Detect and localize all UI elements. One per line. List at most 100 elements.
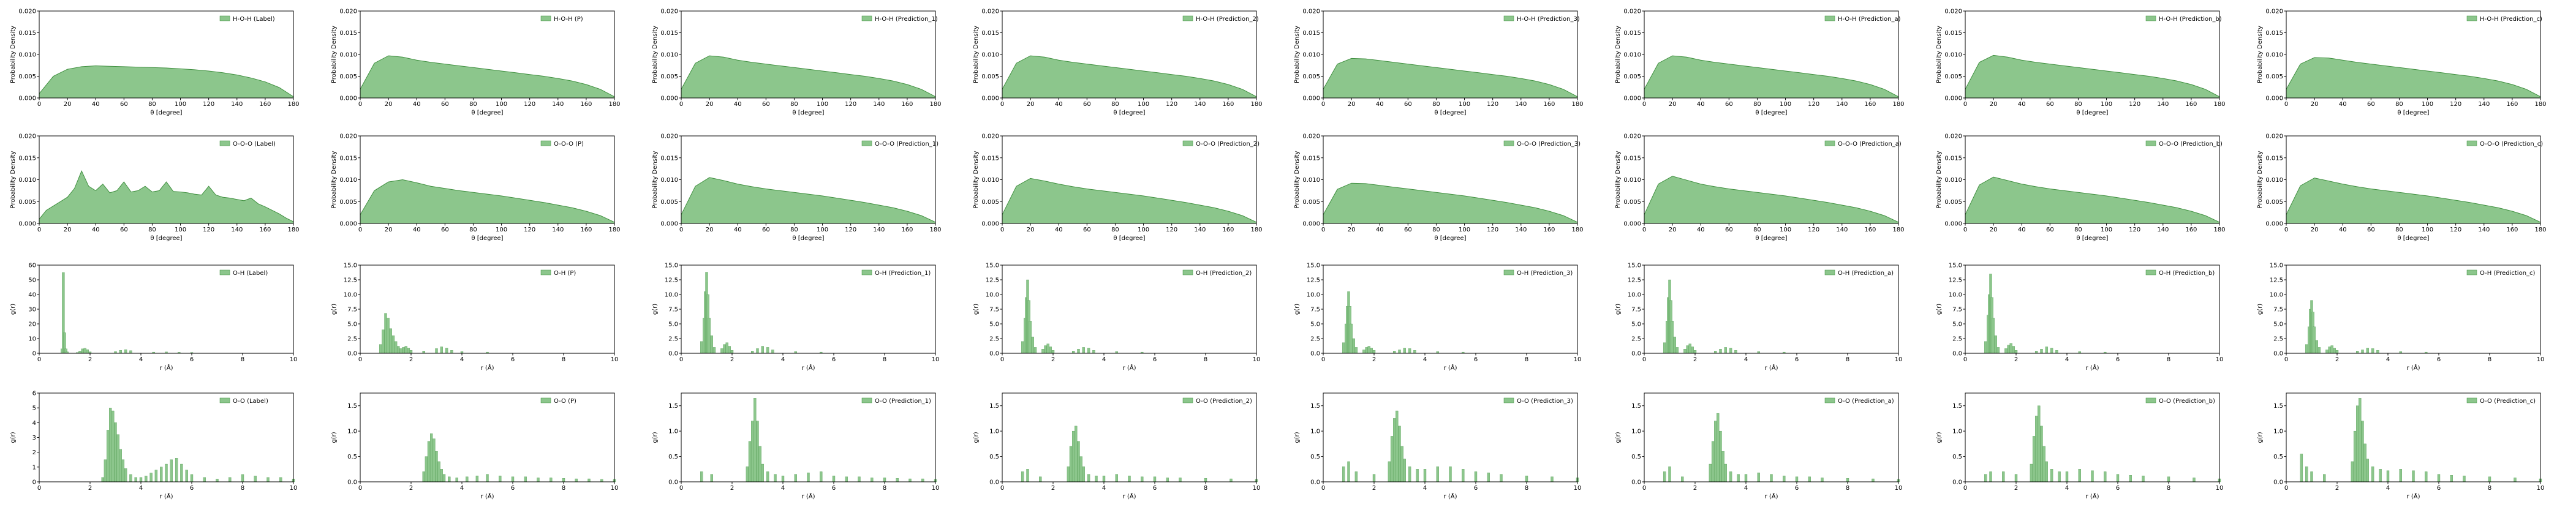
histogram-bar — [2002, 471, 2005, 482]
axes-frame — [1965, 264, 2220, 354]
x-tick-label: 160 — [2185, 227, 2197, 233]
histogram-bar — [2129, 475, 2132, 482]
y-tick-label: 1.5 — [668, 403, 678, 410]
y-tick-label: 0.010 — [1623, 177, 1641, 184]
histogram-bar — [1079, 456, 1082, 482]
y-tick-label: 0.0 — [2273, 351, 2283, 358]
y-tick-label: 0.000 — [1302, 221, 1320, 228]
y-axis-label: g(r) — [331, 432, 338, 443]
x-tick-label: 2 — [1372, 485, 1376, 492]
x-tick-label: 2 — [409, 356, 413, 363]
density-area — [1644, 176, 1898, 223]
histogram-bar — [1398, 350, 1401, 354]
x-tick-label: 0 — [679, 356, 683, 363]
legend-swatch — [2466, 15, 2477, 21]
histogram-bar — [1525, 475, 1528, 482]
x-axis-label: θ [degree] — [150, 110, 182, 116]
x-tick-label: 140 — [1836, 101, 1848, 108]
histogram-bar — [766, 347, 769, 354]
y-axis-label: Probability Density — [652, 26, 659, 83]
legend-swatch — [219, 15, 230, 21]
histogram-bar — [466, 476, 469, 482]
x-tick-label: 80 — [2395, 227, 2403, 233]
histogram-bar — [1039, 476, 1042, 482]
histogram-bar — [1721, 451, 1724, 482]
histogram-bar — [2315, 340, 2318, 354]
legend-label: O-H (Prediction_2) — [1196, 270, 1252, 277]
histogram-bar — [820, 471, 823, 482]
histogram-bar — [1347, 461, 1350, 482]
histogram-bar — [425, 456, 428, 482]
histogram-bar — [145, 476, 148, 482]
histogram-bar — [710, 336, 713, 354]
histogram-bar — [1092, 350, 1095, 354]
axes-frame — [2286, 392, 2541, 482]
histogram-bar — [2078, 469, 2081, 482]
histogram-bar — [2323, 474, 2326, 482]
x-tick-label: 160 — [1543, 227, 1555, 233]
histogram-bar — [1691, 347, 1694, 354]
legend-label: O-O (P) — [554, 398, 576, 405]
y-tick-label: 0.010 — [2265, 52, 2283, 59]
histogram-bar — [896, 478, 899, 482]
x-tick-label: 6 — [832, 356, 836, 363]
histogram-bar — [399, 348, 402, 354]
y-tick-label: 2.5 — [2273, 336, 2283, 343]
y-tick-label: 2.5 — [1952, 336, 1962, 343]
y-axis-label: g(r) — [1615, 432, 1622, 443]
histogram-bar — [1500, 474, 1503, 482]
x-tick-label: 0 — [1000, 227, 1004, 233]
y-tick-label: 0.020 — [1302, 9, 1320, 15]
x-tick-label: 80 — [2395, 101, 2403, 108]
y-tick-label: 0.000 — [339, 221, 357, 228]
histogram-bar — [1717, 413, 1720, 482]
x-tick-label: 60 — [441, 227, 449, 233]
density-area — [1323, 183, 1577, 223]
x-tick-label: 0 — [358, 356, 362, 363]
y-tick-label: 0.0 — [1631, 479, 1641, 486]
histogram-bar — [1403, 348, 1406, 354]
histogram-bar — [1423, 469, 1427, 482]
legend-swatch — [861, 397, 872, 403]
histogram-bar — [1396, 410, 1399, 482]
legend-label: O-O (Label) — [233, 398, 268, 405]
histogram-bar — [511, 476, 515, 482]
y-tick-label: 2 — [32, 449, 36, 456]
y-tick-label: 0.000 — [1944, 96, 1962, 102]
histogram-bar — [2330, 345, 2333, 354]
x-tick-label: 120 — [1487, 227, 1498, 233]
x-tick-label: 6 — [2437, 485, 2441, 492]
y-tick-label: 0.5 — [2273, 454, 2283, 460]
histogram-bar — [1072, 430, 1075, 482]
y-tick-label: 0.020 — [1944, 9, 1962, 15]
x-axis-label: r (Å) — [1123, 492, 1136, 500]
legend-swatch — [2145, 15, 2156, 21]
histogram-bar — [1029, 321, 1032, 354]
y-axis-label: g(r) — [1294, 304, 1301, 315]
histogram-bar — [2014, 350, 2018, 354]
x-tick-label: 0 — [358, 485, 362, 492]
y-tick-label: 0.005 — [660, 199, 678, 206]
histogram-bar — [404, 346, 407, 354]
histogram-bar — [203, 477, 206, 482]
histogram-bar — [379, 344, 382, 354]
y-tick-label: 0.000 — [2265, 221, 2283, 228]
histogram-bar — [2488, 476, 2491, 482]
x-tick-label: 6 — [1795, 485, 1799, 492]
x-tick-label: 10 — [1253, 485, 1261, 492]
histogram-bar — [180, 463, 183, 482]
histogram-bar — [1352, 338, 1355, 354]
y-axis-label: Probability Density — [1936, 26, 1943, 83]
y-tick-label: 0.010 — [18, 177, 36, 184]
histogram-bar — [700, 471, 703, 482]
legend-swatch — [540, 140, 551, 146]
legend-label: O-O-O (P) — [554, 141, 584, 148]
legend-label: H-O-H (Prediction_3) — [1517, 16, 1580, 23]
x-tick-label: 120 — [1166, 227, 1177, 233]
histogram-bar — [1370, 348, 1373, 354]
histogram-bar — [1082, 466, 1085, 482]
x-tick-label: 0 — [1321, 101, 1325, 108]
histogram-bar — [1031, 336, 1034, 354]
y-tick-label: 0.000 — [660, 96, 678, 102]
legend-label: O-O-O (Prediction_c) — [2480, 141, 2543, 148]
